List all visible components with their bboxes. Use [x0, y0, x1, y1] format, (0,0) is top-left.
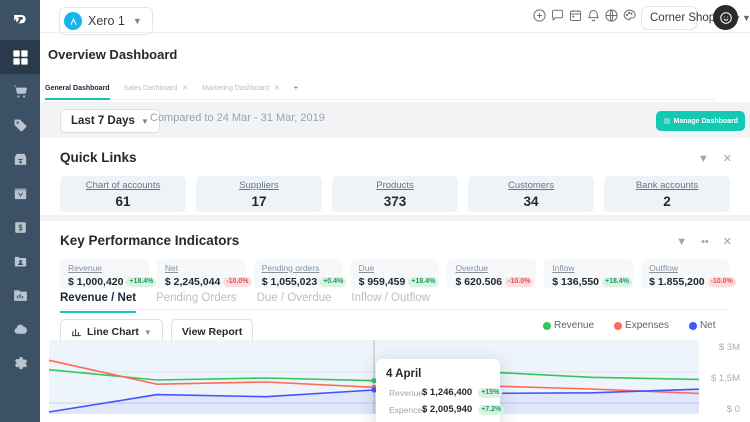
svg-text:$: $: [18, 223, 23, 232]
